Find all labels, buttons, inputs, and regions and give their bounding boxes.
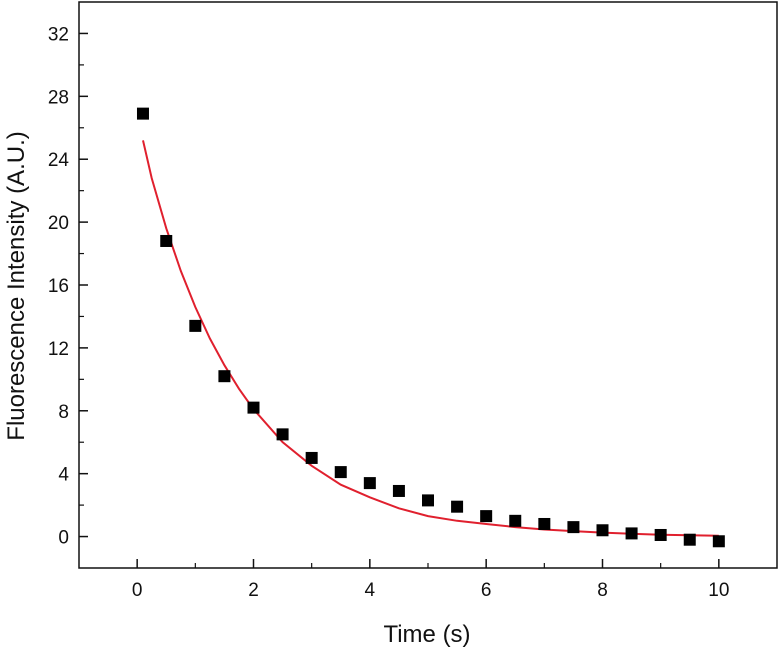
x-tick-label: 10 [708, 580, 729, 601]
data-point [683, 533, 696, 546]
plot-frame [78, 1, 778, 569]
data-point [596, 524, 609, 537]
y-tick-label: 28 [48, 87, 69, 108]
x-tick-label: 0 [132, 580, 143, 601]
x-axis-title: Time (s) [383, 621, 470, 648]
y-tick-label: 0 [58, 528, 69, 549]
x-axis-ticks: 0 2 4 6 8 10 [132, 559, 729, 601]
data-point [363, 477, 376, 490]
data-point [538, 517, 551, 530]
y-axis-title: Fluorescence Intensity (A.U.) [3, 131, 30, 440]
data-point [509, 514, 522, 527]
data-point [392, 484, 405, 497]
data-point [136, 107, 149, 120]
data-point [305, 451, 318, 464]
y-tick-label: 16 [48, 276, 69, 297]
data-points-layer [136, 107, 725, 548]
x-tick-label: 8 [597, 580, 608, 601]
data-point [247, 401, 260, 414]
data-point [654, 528, 667, 541]
data-point [422, 494, 434, 507]
data-point [160, 234, 173, 247]
y-axis-ticks: 0 4 8 12 16 20 24 28 32 [48, 24, 88, 549]
data-point [625, 527, 638, 540]
y-tick-label: 20 [48, 213, 69, 234]
data-point [451, 500, 464, 513]
fit-curve-layer [142, 140, 719, 537]
y-tick-label: 8 [58, 402, 69, 423]
y-tick-label: 12 [48, 339, 69, 360]
data-point [334, 466, 347, 479]
data-point [276, 428, 289, 441]
data-point [480, 510, 493, 523]
data-point [189, 319, 202, 332]
data-point [218, 370, 231, 383]
y-tick-label: 24 [48, 150, 70, 171]
x-tick-label: 2 [248, 580, 259, 601]
data-point [712, 535, 725, 548]
x-tick-label: 4 [365, 580, 376, 601]
y-tick-label: 4 [58, 465, 69, 486]
fit-curve [142, 140, 719, 537]
data-point [567, 521, 580, 534]
x-tick-label: 6 [481, 580, 492, 601]
y-tick-label: 32 [48, 24, 69, 45]
